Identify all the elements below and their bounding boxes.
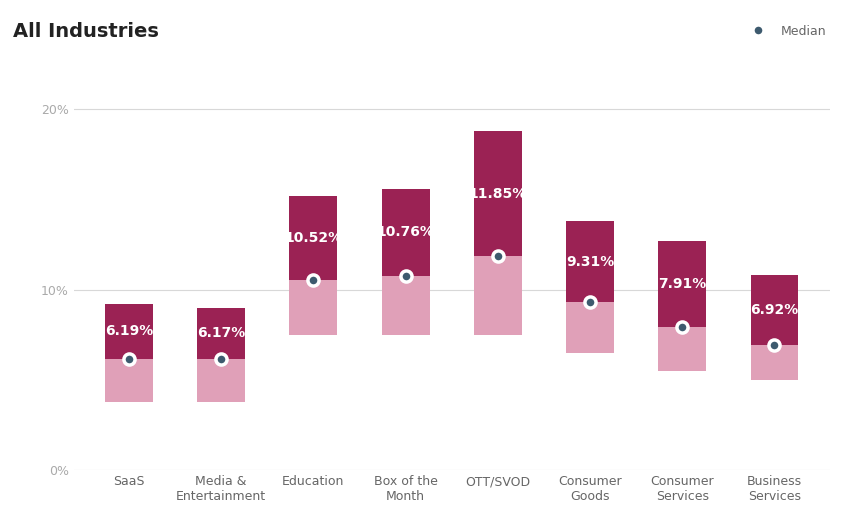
Bar bbox=[289, 280, 337, 335]
Bar bbox=[197, 308, 245, 359]
Bar bbox=[105, 358, 153, 402]
Text: 9.31%: 9.31% bbox=[566, 255, 614, 269]
Bar bbox=[289, 196, 337, 280]
Bar bbox=[751, 275, 798, 345]
Bar bbox=[751, 345, 798, 380]
Bar bbox=[381, 189, 430, 276]
Legend: Median: Median bbox=[740, 19, 831, 42]
Bar bbox=[474, 256, 522, 335]
Text: 6.17%: 6.17% bbox=[197, 326, 245, 340]
Text: 7.91%: 7.91% bbox=[658, 277, 706, 291]
Bar bbox=[474, 131, 522, 256]
Text: All Industries: All Industries bbox=[13, 21, 159, 41]
Bar bbox=[659, 328, 706, 371]
Bar bbox=[197, 359, 245, 402]
Text: 10.52%: 10.52% bbox=[284, 231, 342, 245]
Text: 6.92%: 6.92% bbox=[751, 303, 798, 318]
Bar bbox=[566, 221, 614, 302]
Bar bbox=[566, 302, 614, 353]
Text: 6.19%: 6.19% bbox=[105, 324, 153, 339]
Text: 11.85%: 11.85% bbox=[469, 187, 527, 201]
Bar bbox=[659, 241, 706, 328]
Bar bbox=[381, 276, 430, 335]
Bar bbox=[105, 304, 153, 358]
Text: 10.76%: 10.76% bbox=[377, 225, 435, 239]
